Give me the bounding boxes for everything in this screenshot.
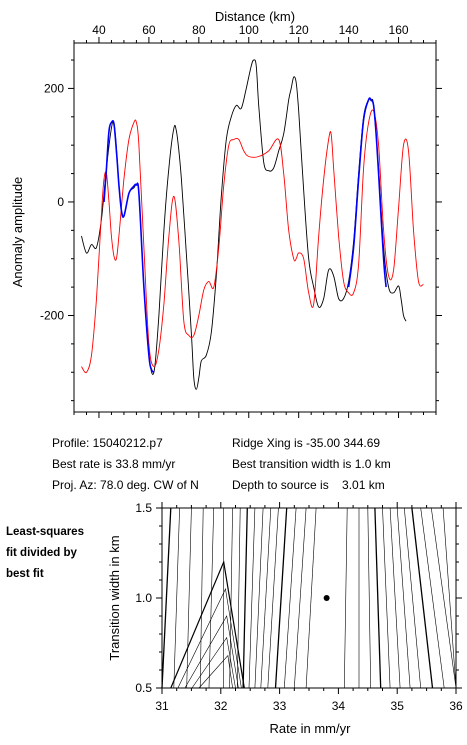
side-note-line-1: Least-squares — [6, 526, 84, 538]
contour-plot-frame — [161, 507, 457, 689]
contour-line-17 — [305, 507, 317, 689]
profile-y-axis-label: Anomaly amplitude — [10, 177, 25, 288]
profile-x-axis-label: Distance (km) — [215, 9, 295, 24]
contour-closed-line-2 — [177, 588, 242, 689]
projection-azimuth-text: Proj. Az: 78.0 deg. CW of N — [52, 478, 199, 492]
profile-x-tick-label: 40 — [92, 23, 106, 37]
best-transition-width-text: Best transition width is 1.0 km — [232, 457, 391, 471]
contour-line-9 — [242, 507, 248, 689]
profile-plot: 40 60 80 100 120 140 160 200 0 -200 Distance (km… — [10, 9, 442, 418]
best-rate-text: Best rate is 33.8 mm/yr — [52, 457, 175, 471]
depth-to-source-text: Depth to source is 3.01 km — [232, 478, 385, 492]
contour-line-11 — [254, 507, 264, 689]
contour-line-1 — [161, 507, 172, 689]
contour-line-21 — [374, 507, 382, 689]
contour-line-10 — [248, 507, 256, 689]
contour-x-ticks: 31 32 33 34 35 36 — [155, 502, 463, 713]
contour-x-tick-label: 34 — [332, 699, 346, 713]
contour-line-4 — [199, 507, 204, 689]
profile-x-tick-label: 160 — [389, 23, 409, 37]
profile-series-line-4 — [347, 97, 387, 288]
contour-line-8 — [237, 507, 241, 689]
contour-line-2 — [173, 507, 180, 689]
profile-y-tick-label: -200 — [40, 308, 64, 322]
ridge-crossing-text: Ridge Xing is -35.00 344.69 — [232, 436, 380, 450]
profile-x-tick-label: 80 — [192, 23, 206, 37]
contour-closed-line-4 — [191, 636, 236, 689]
profile-x-ticks: 40 60 80 100 120 140 160 — [73, 23, 437, 418]
contour-line-29 — [442, 507, 457, 689]
contour-line-26 — [411, 507, 434, 689]
contour-line-16 — [294, 507, 307, 689]
contour-x-tick-label: 36 — [449, 699, 463, 713]
best-fit-point — [323, 595, 330, 601]
contour-x-tick-label: 32 — [214, 699, 228, 713]
contour-x-tick-label: 35 — [391, 699, 405, 713]
contour-line-24 — [396, 507, 411, 689]
contour-line-15 — [284, 507, 297, 689]
profile-plot-frame — [73, 42, 437, 413]
profile-series-line-2 — [81, 109, 424, 374]
side-note: Least-squares fit divided by best fit — [6, 526, 84, 580]
profile-series-line-3 — [103, 120, 155, 373]
contour-y-axis-label: Transition width in km — [107, 535, 122, 660]
profile-y-tick-label: 200 — [44, 81, 64, 95]
profile-x-tick-label: 120 — [289, 23, 309, 37]
contour-x-tick-label: 33 — [273, 699, 287, 713]
profile-series-line-1 — [81, 59, 407, 390]
contour-line-20 — [367, 507, 371, 689]
contour-line-23 — [389, 507, 401, 689]
contour-line-5 — [208, 507, 214, 689]
contour-y-tick-label: 1.0 — [135, 591, 152, 605]
contour-line-18 — [344, 507, 348, 689]
profile-x-tick-label: 100 — [239, 23, 259, 37]
side-note-line-3: best fit — [6, 568, 44, 580]
contour-line-25 — [404, 507, 421, 689]
contour-x-axis-label: Rate in mm/yr — [270, 721, 352, 736]
contour-lines — [161, 507, 457, 689]
profile-x-tick-label: 140 — [339, 23, 359, 37]
profile-id-text: Profile: 15040212.p7 — [52, 436, 163, 450]
contour-line-14 — [274, 507, 288, 689]
contour-line-22 — [382, 507, 391, 689]
profile-x-tick-label: 60 — [142, 23, 156, 37]
contour-line-13 — [267, 507, 279, 689]
contour-line-7 — [229, 507, 233, 689]
profile-series — [81, 59, 424, 390]
contour-x-tick-label: 31 — [155, 699, 169, 713]
contour-closed-line-1 — [170, 559, 245, 689]
contour-closed-line-5 — [198, 654, 233, 689]
contour-y-tick-label: 1.5 — [135, 501, 152, 515]
profile-y-ticks: 200 0 -200 — [40, 59, 442, 402]
contour-line-3 — [186, 507, 192, 689]
contour-line-28 — [431, 507, 457, 689]
side-note-line-2: fit divided by — [6, 547, 78, 559]
contour-closed-line-3 — [184, 615, 239, 689]
info-block: Profile: 15040212.p7 Best rate is 33.8 m… — [52, 436, 391, 492]
profile-y-tick-label: 0 — [57, 195, 64, 209]
contour-line-27 — [420, 507, 445, 689]
contour-y-ticks: 0.5 1.0 1.5 — [135, 501, 462, 695]
contour-y-tick-label: 0.5 — [135, 681, 152, 695]
misfit-contour-plot: 31 32 33 34 35 36 0.5 1.0 1.5 Rate in mm/yr Tra… — [107, 501, 463, 736]
contour-line-12 — [260, 507, 272, 689]
